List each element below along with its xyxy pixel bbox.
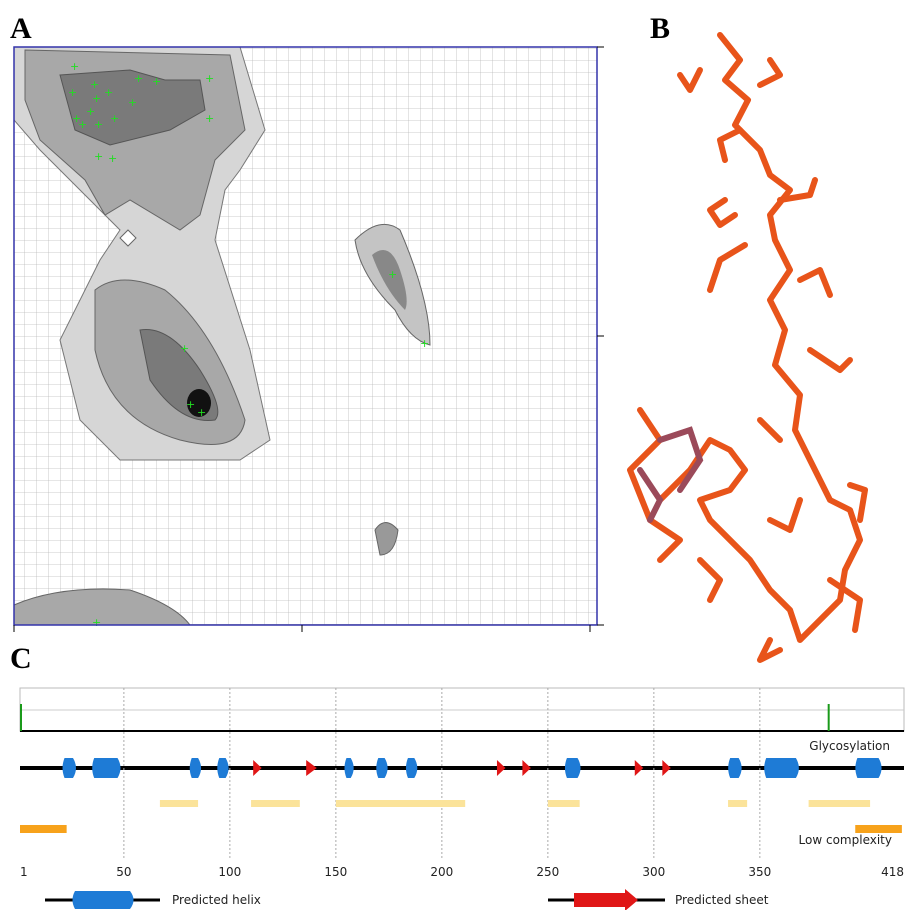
helix [764,758,799,778]
highlighted-residues [640,430,700,520]
helix [63,758,76,778]
disordered-region [160,800,198,807]
helix [855,758,881,778]
svg-text:+: + [128,96,137,109]
sheet [253,760,261,776]
sheet [306,760,317,776]
sheet [635,760,643,776]
svg-text:+: + [388,268,397,281]
sheet [522,760,530,776]
tick-label: 50 [116,865,131,879]
peptide-structure [630,35,865,660]
svg-text:+: + [94,150,103,163]
svg-text:+: + [70,60,79,73]
svg-text:+: + [180,342,189,355]
svg-text:+: + [110,112,119,125]
helix [344,758,353,778]
svg-text:+: + [186,398,195,411]
svg-text:+: + [78,118,87,131]
svg-text:+: + [134,72,143,85]
disordered-region [548,800,580,807]
disordered-region [336,800,465,807]
svg-text:+: + [104,86,113,99]
tick-label: 200 [430,865,453,879]
tick-label: 1 [20,865,28,879]
helix [728,758,741,778]
panel-label: C [10,642,32,675]
panel-label: A [10,12,32,45]
svg-text:+: + [197,406,206,419]
track-label: Glycosylation [809,739,890,753]
low-complexity-region [20,825,67,833]
svg-text:+: + [108,152,117,165]
panel-label: B [650,12,670,45]
helix [376,758,387,778]
disordered-region [809,800,870,807]
low-complexity-region [855,825,902,833]
helix [217,758,228,778]
svg-text:+: + [92,92,101,105]
ramachandran-plot: ++++ ++++ ++++ ++++ ++++ +++ [14,47,604,632]
svg-text:+: + [205,112,214,125]
helix [92,758,120,778]
svg-text:+: + [420,337,429,350]
legend-label: Predicted sheet [675,893,769,907]
legend: Predicted helix Predicted sheet [45,889,769,910]
tick-label: 100 [218,865,241,879]
tick-label: 150 [324,865,347,879]
helix [190,758,201,778]
figure: A ++++ ++++ ++++ ++++ ++++ +++ B [0,0,905,910]
svg-text:+: + [94,118,103,131]
helix [565,758,581,778]
sheet [662,760,670,776]
svg-text:+: + [92,616,101,629]
tick-label: 350 [748,865,771,879]
svg-text:+: + [205,72,214,85]
tick-label: 250 [536,865,559,879]
svg-text:+: + [68,86,77,99]
sheet [497,760,505,776]
legend-label: Predicted helix [172,893,261,907]
svg-text:+: + [90,78,99,91]
disordered-region [728,800,747,807]
svg-text:+: + [152,75,161,88]
svg-text:+: + [86,105,95,118]
disordered-region [251,800,300,807]
tick-label: 418 [881,865,904,879]
helix [406,758,417,778]
track-label: Low complexity [799,833,892,847]
tick-label: 300 [642,865,665,879]
